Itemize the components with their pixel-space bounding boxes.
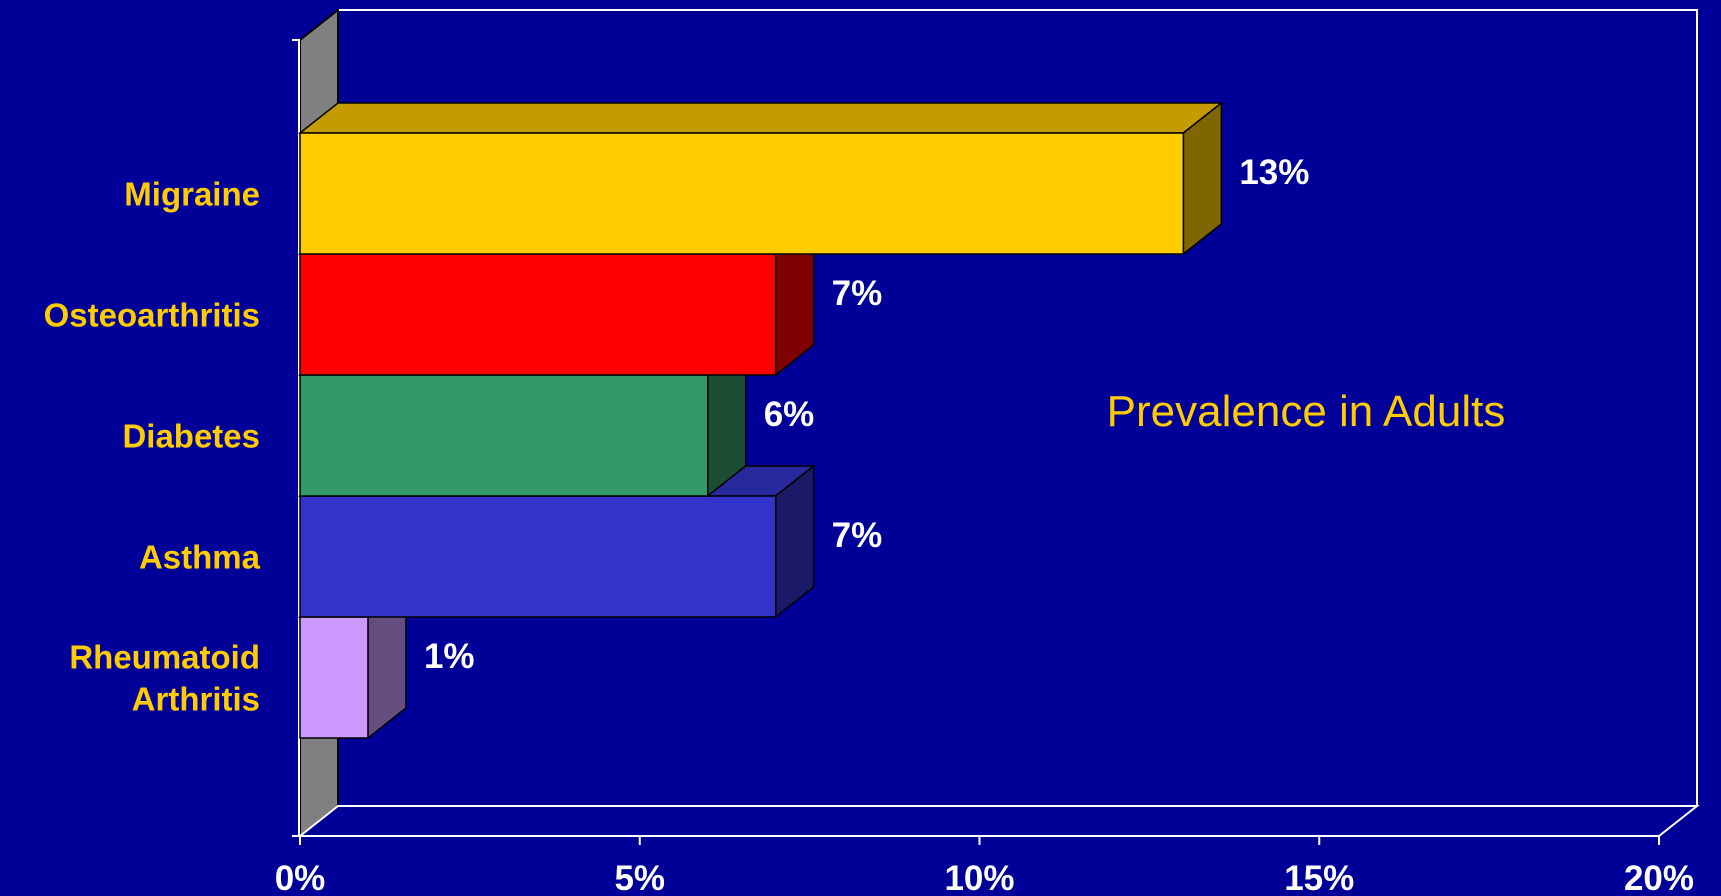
data-label: 1% [424, 637, 475, 676]
x-tick-label: 15% [1284, 859, 1354, 896]
chart-annotation: Prevalence in Adults [1107, 387, 1506, 436]
data-label: 6% [764, 395, 815, 434]
data-label: 13% [1239, 153, 1309, 192]
bar-front-face [299, 132, 1185, 255]
bar-front-face [299, 253, 777, 376]
category-label: Osteoarthritis [44, 297, 260, 334]
category-label: Migraine [124, 176, 260, 213]
category-label: Asthma [139, 539, 261, 576]
bar-migraine [297, 101, 1224, 256]
bars [297, 101, 1224, 740]
category-label: Diabetes [122, 418, 260, 455]
data-label: 7% [832, 516, 883, 555]
data-label: 7% [832, 274, 883, 313]
bar-front-face [299, 495, 777, 618]
floor [297, 805, 1700, 837]
category-label: Rheumatoid Arthritis [69, 639, 260, 718]
bar-top-face [297, 102, 1224, 134]
x-tick-label: 10% [944, 859, 1014, 896]
x-tick-label: 20% [1624, 859, 1694, 896]
bar-front-face [299, 374, 709, 497]
x-tick-label: 0% [275, 859, 326, 896]
x-tick-label: 5% [614, 859, 665, 896]
bar-front-face [299, 616, 369, 739]
labels: 0% 5% 10% 15% 20% 13% Migraine 7% Osteoarthritis… [44, 153, 1694, 896]
